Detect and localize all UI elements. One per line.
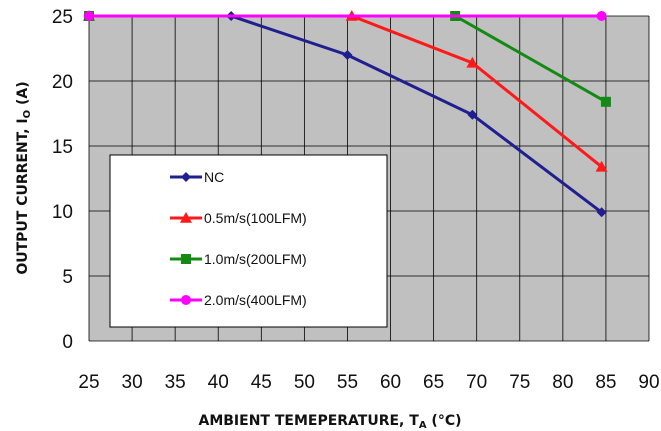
y-tick-label: 10	[52, 202, 73, 223]
x-tick-label: 45	[251, 372, 272, 393]
y-tick-label: 20	[52, 72, 73, 93]
y-tick-label: 15	[52, 137, 73, 158]
x-tick-label: 80	[552, 372, 573, 393]
x-tick-label: 25	[78, 372, 99, 393]
x-tick-label: 35	[165, 372, 186, 393]
series-group	[83, 10, 611, 218]
legend: NC 0.5m/s(100LFM) 1.0m/s(200LFM) 2.0m/s(400…	[109, 154, 388, 328]
x-axis-title: AMBIENT TEMEPERATURE, TA (°C)	[198, 413, 461, 431]
legend-label: 1.0m/s(200LFM)	[204, 251, 307, 267]
legend-item: 1.0m/s(200LFM)	[170, 251, 307, 267]
triangle-marker	[595, 160, 608, 172]
x-tick-label: 30	[122, 372, 143, 393]
diamond-marker	[596, 207, 607, 218]
legend-label: 2.0m/s(400LFM)	[204, 292, 307, 308]
legend-item: 2.0m/s(400LFM)	[170, 292, 307, 308]
triangle-marker	[466, 56, 479, 68]
y-axis-title: OUTPUT CURRENT, IO (A)	[15, 81, 33, 274]
y-tick-label: 0	[62, 332, 73, 353]
series-2.0m/s(400LFM)	[84, 11, 607, 21]
x-tick-label: 55	[337, 372, 358, 393]
square-marker	[181, 254, 191, 264]
x-tick-label: 85	[595, 372, 616, 393]
circle-marker	[181, 295, 191, 305]
triangle-marker	[180, 212, 192, 223]
y-tick-label: 25	[52, 7, 73, 28]
y-tick-label: 5	[62, 267, 73, 288]
x-tick-label: 40	[208, 372, 229, 393]
diamond-marker	[342, 50, 353, 60]
legend-item: 0.5m/s(100LFM)	[170, 210, 307, 226]
legend-label: NC	[204, 169, 224, 185]
x-tick-label: 90	[638, 372, 659, 393]
diamond-marker	[467, 109, 478, 120]
y-tick-labels: 0 5 10 15 20 25	[52, 7, 73, 353]
circle-marker	[84, 11, 94, 21]
x-tick-label: 70	[466, 372, 487, 393]
x-tick-label: 75	[509, 372, 530, 393]
x-tick-label: 50	[294, 372, 315, 393]
circle-marker	[596, 11, 607, 21]
square-marker	[600, 96, 611, 107]
legend-item: NC	[170, 169, 224, 185]
x-tick-labels: 25 30 35 40 45 50 55 60 65 70 75 80 85 90	[78, 372, 659, 393]
diamond-marker	[181, 172, 191, 182]
x-tick-label: 65	[423, 372, 444, 393]
x-tick-label: 60	[380, 372, 401, 393]
legend-box	[109, 154, 388, 328]
legend-label: 0.5m/s(100LFM)	[204, 210, 307, 226]
